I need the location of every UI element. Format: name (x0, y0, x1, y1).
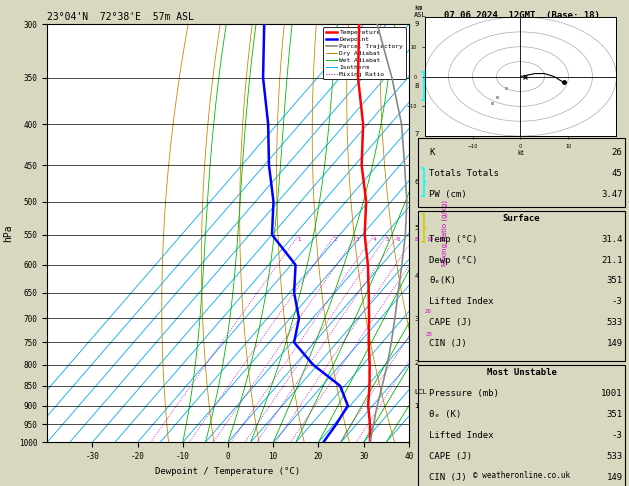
Text: 1: 1 (298, 237, 301, 242)
Text: 8: 8 (415, 83, 419, 88)
Bar (418, 210, 625, 361)
Text: CAPE (J): CAPE (J) (429, 451, 472, 461)
Text: Lifted Index: Lifted Index (429, 431, 493, 440)
Text: Dewp (°C): Dewp (°C) (429, 256, 477, 264)
Text: 3.47: 3.47 (601, 190, 623, 199)
Text: 23°04'N  72°38'E  57m ASL: 23°04'N 72°38'E 57m ASL (47, 12, 194, 22)
Text: 149: 149 (606, 472, 623, 482)
Text: 26: 26 (612, 148, 623, 157)
Text: Surface: Surface (503, 214, 540, 223)
Y-axis label: hPa: hPa (3, 225, 13, 242)
Text: Pressure (mb): Pressure (mb) (429, 389, 499, 398)
Bar (418, 365, 625, 486)
Text: 3: 3 (356, 237, 359, 242)
Text: Totals Totals: Totals Totals (429, 169, 499, 178)
Text: 25: 25 (425, 332, 433, 337)
Text: 533: 533 (606, 318, 623, 327)
Text: 6: 6 (396, 237, 400, 242)
Text: 351: 351 (606, 410, 623, 419)
Legend: Temperature, Dewpoint, Parcel Trajectory, Dry Adiabat, Wet Adiabat, Isotherm, Mi: Temperature, Dewpoint, Parcel Trajectory… (323, 27, 406, 79)
Text: θₑ(K): θₑ(K) (429, 277, 456, 285)
Text: © weatheronline.co.uk: © weatheronline.co.uk (473, 471, 570, 480)
Text: 45: 45 (612, 169, 623, 178)
Text: 07.06.2024  12GMT  (Base: 18): 07.06.2024 12GMT (Base: 18) (443, 11, 599, 20)
Text: CIN (J): CIN (J) (429, 339, 467, 348)
Text: 149: 149 (606, 339, 623, 348)
Text: 2: 2 (415, 360, 419, 365)
Text: 20: 20 (425, 309, 431, 314)
Text: Mixing Ratio (g/kg): Mixing Ratio (g/kg) (442, 200, 448, 266)
Text: 5: 5 (386, 237, 389, 242)
Text: LCL: LCL (415, 389, 426, 395)
Text: 5: 5 (415, 226, 419, 231)
Text: 2: 2 (333, 237, 337, 242)
Text: 1001: 1001 (601, 389, 623, 398)
Text: 1: 1 (415, 403, 419, 409)
Text: CAPE (J): CAPE (J) (429, 318, 472, 327)
Text: km
ASL: km ASL (415, 5, 427, 18)
Text: 31.4: 31.4 (601, 235, 623, 243)
Text: Most Unstable: Most Unstable (486, 368, 557, 377)
Text: -3: -3 (612, 297, 623, 306)
Text: CIN (J): CIN (J) (429, 472, 467, 482)
Text: 4: 4 (372, 237, 376, 242)
Text: 21.1: 21.1 (601, 256, 623, 264)
Text: 8: 8 (415, 237, 418, 242)
Text: θₑ (K): θₑ (K) (429, 410, 461, 419)
Text: PW (cm): PW (cm) (429, 190, 467, 199)
Text: 9: 9 (415, 21, 419, 27)
Text: 7: 7 (415, 131, 419, 137)
Text: 10: 10 (426, 237, 433, 242)
Bar (418, 138, 625, 207)
Text: 3: 3 (415, 316, 419, 322)
X-axis label: kt: kt (517, 150, 524, 156)
Text: Temp (°C): Temp (°C) (429, 235, 477, 243)
Text: Lifted Index: Lifted Index (429, 297, 493, 306)
Text: -3: -3 (612, 431, 623, 440)
Text: 6: 6 (415, 179, 419, 185)
Text: 351: 351 (606, 277, 623, 285)
Text: 533: 533 (606, 451, 623, 461)
Text: K: K (429, 148, 434, 157)
X-axis label: Dewpoint / Temperature (°C): Dewpoint / Temperature (°C) (155, 467, 301, 475)
Text: 4: 4 (415, 273, 419, 279)
